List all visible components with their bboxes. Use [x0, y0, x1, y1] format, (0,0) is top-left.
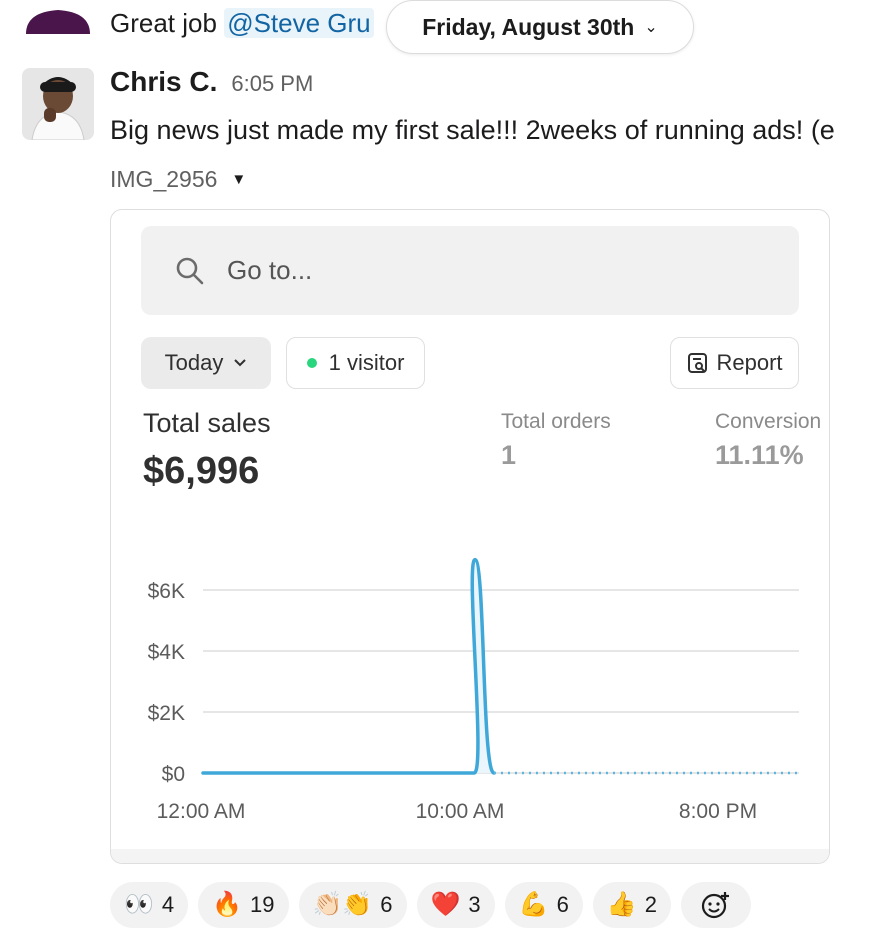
report-icon [688, 353, 708, 373]
reaction-count: 6 [380, 892, 393, 917]
reaction-clap[interactable]: 👏🏻👏 6 [298, 882, 407, 928]
visitor-count: 1 visitor [328, 350, 405, 375]
total-orders-value: 1 [501, 440, 517, 470]
y-tick-label: $4K [148, 641, 185, 664]
y-tick-label: $6K [148, 580, 185, 603]
search-icon [176, 257, 204, 284]
date-divider-label: Friday, August 30th [422, 13, 635, 40]
eyes-icon: 👀 [124, 891, 154, 918]
report-label: Report [716, 350, 783, 375]
live-dot-icon [306, 358, 317, 368]
goto-search-bar: Go to... [141, 226, 799, 315]
total-sales-label: Total sales [143, 408, 271, 438]
visitor-chip: 1 visitor [286, 337, 425, 389]
reaction-count: 3 [468, 892, 481, 917]
sales-series-line [201, 557, 496, 775]
author-avatar[interactable] [22, 68, 94, 140]
heart-icon: ❤️ [430, 891, 461, 918]
conversion-label: Conversion [715, 410, 822, 433]
sales-line-chart: $6K $4K $2K $0 12:00 AM 10:00 AM 8:00 PM [148, 557, 799, 823]
date-filter-chip: Today [141, 337, 271, 389]
y-tick-label: $0 [162, 763, 185, 786]
conversion-value: 11.11% [715, 440, 804, 470]
previous-user-avatar[interactable] [22, 0, 94, 34]
reaction-count: 2 [644, 892, 657, 917]
attachment-toggle[interactable]: IMG_2956 ▼ [110, 166, 246, 193]
fire-icon: 🔥 [212, 891, 243, 918]
previous-message-text: Great job @Steve Gru [110, 6, 374, 40]
reactions-bar: 👀 4 🔥 19 👏🏻👏 6 ❤️ 3 💪 6 👍 2 [110, 882, 751, 928]
reaction-count: 4 [161, 892, 175, 917]
caret-down-icon: ▼ [231, 171, 247, 188]
reaction-count: 6 [556, 892, 569, 917]
add-reaction-button[interactable] [680, 882, 751, 928]
report-chip: Report [670, 337, 799, 389]
message-timestamp[interactable]: 6:05 PM [231, 71, 314, 96]
attachment-name: IMG_2956 [110, 166, 218, 192]
message-text: Big news just made my first sale!!! 2wee… [110, 115, 835, 145]
thumbsup-icon: 👍 [606, 891, 637, 918]
total-orders-label: Total orders [501, 410, 611, 433]
reaction-count: 19 [250, 892, 275, 917]
image-attachment[interactable]: Go to... Today 1 visitor Report Total sa… [110, 209, 830, 864]
y-tick-label: $2K [148, 702, 185, 725]
reaction-eyes[interactable]: 👀 4 [110, 882, 189, 928]
user-mention[interactable]: @Steve Gru [224, 8, 374, 38]
x-tick-label: 12:00 AM [157, 800, 246, 823]
card-footer-strip [111, 849, 829, 863]
chevron-down-icon: ⌄ [644, 19, 658, 36]
message-header: Chris C. 6:05 PM [110, 66, 313, 98]
previous-message-body: Great job [110, 8, 217, 38]
reaction-muscle[interactable]: 💪 6 [504, 882, 583, 928]
clap-icon: 👏🏻👏 [312, 891, 373, 918]
x-tick-label: 8:00 PM [679, 800, 757, 823]
reaction-thumbsup[interactable]: 👍 2 [592, 882, 671, 928]
date-filter-label: Today [164, 350, 224, 375]
add-emoji-icon [701, 892, 729, 919]
person-photo-icon [22, 68, 94, 140]
date-divider-button[interactable]: Friday, August 30th ⌄ [386, 0, 694, 54]
total-sales-value: $6,996 [143, 450, 260, 492]
goto-placeholder: Go to... [227, 255, 313, 285]
muscle-icon: 💪 [518, 891, 549, 918]
reaction-heart[interactable]: ❤️ 3 [416, 882, 495, 928]
reaction-fire[interactable]: 🔥 19 [198, 882, 289, 928]
x-tick-label: 10:00 AM [416, 800, 505, 823]
chevron-down-icon [234, 359, 247, 367]
series-area-fill [203, 559, 494, 773]
author-name[interactable]: Chris C. [110, 66, 218, 97]
